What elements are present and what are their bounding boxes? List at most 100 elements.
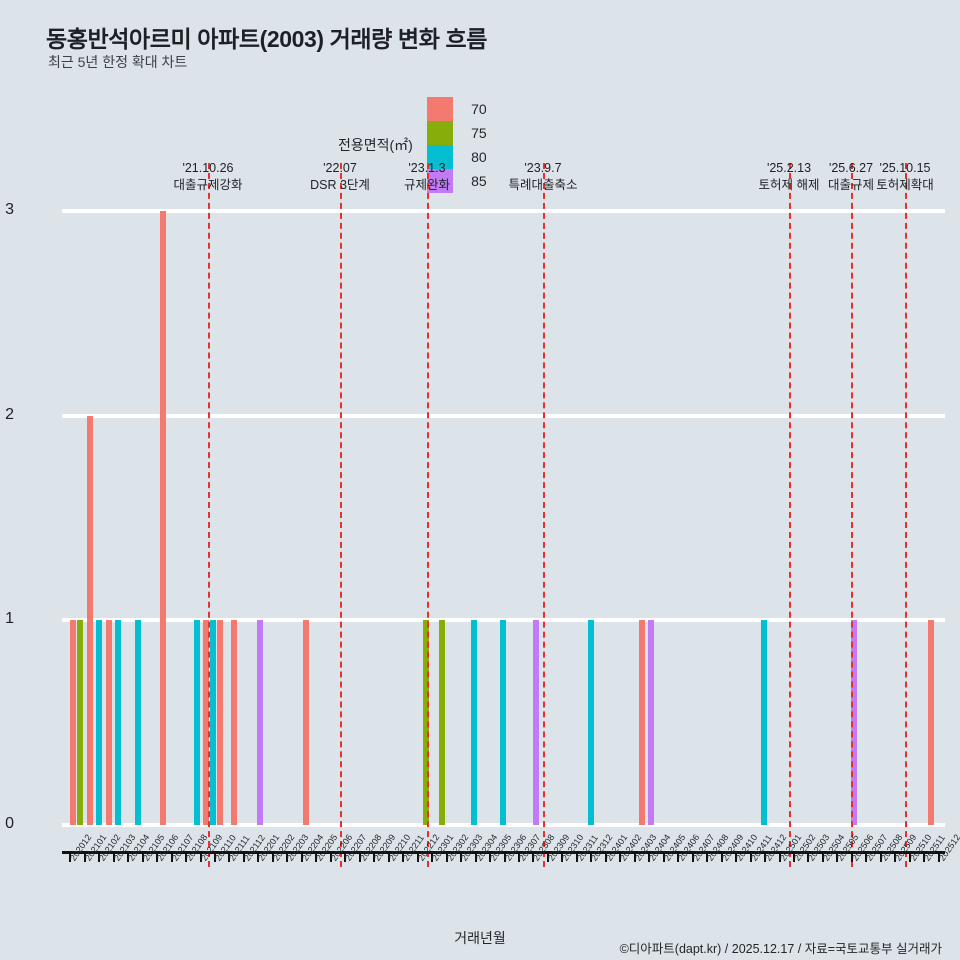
event-text: 규제완화 — [403, 178, 450, 192]
gridline-2 — [62, 413, 945, 418]
event-line — [340, 163, 342, 867]
x-tick-mark — [778, 851, 781, 862]
x-tick-mark — [271, 851, 274, 862]
x-tick-mark — [286, 851, 289, 862]
x-tick-mark — [460, 851, 463, 862]
bar[interactable] — [135, 620, 141, 825]
x-tick-mark — [387, 851, 390, 862]
event-text: 토허제확대 — [876, 178, 934, 192]
y-tick-label: 2 — [5, 405, 14, 423]
y-tick-label: 0 — [5, 815, 14, 832]
bar[interactable] — [77, 620, 83, 825]
legend-label: 80 — [471, 149, 487, 165]
legend-swatch-icon — [426, 97, 453, 121]
event-line — [905, 163, 907, 867]
bar[interactable] — [471, 620, 477, 825]
bar[interactable] — [639, 620, 645, 825]
legend-items: 70 75 80 85 — [426, 97, 505, 193]
bar[interactable] — [231, 620, 237, 825]
event-date: '25.10.15 — [879, 161, 931, 175]
x-tick-mark — [315, 851, 318, 862]
x-tick-mark — [850, 851, 853, 862]
x-tick-mark — [575, 851, 578, 862]
bar[interactable] — [257, 620, 263, 825]
x-tick-mark — [633, 851, 636, 862]
legend-item-70[interactable]: 70 — [426, 97, 505, 121]
x-tick-mark — [691, 851, 694, 862]
x-tick-mark — [517, 851, 520, 862]
x-tick-mark — [821, 851, 824, 862]
x-axis-label: 거래년월 — [454, 930, 506, 946]
x-tick-mark — [619, 851, 622, 862]
chart-legend: 전용면적(㎡) 70 75 80 85 — [338, 97, 505, 193]
x-tick-mark — [793, 851, 795, 862]
bar[interactable] — [851, 620, 857, 825]
x-tick-mark — [141, 851, 144, 862]
legend-title: 전용면적(㎡) — [338, 137, 413, 153]
x-tick-mark — [170, 851, 173, 862]
y-tick-label: 1 — [5, 610, 14, 628]
event-text: 대출규제강화 — [173, 178, 243, 192]
x-tick-mark — [112, 851, 115, 862]
x-tick-mark — [590, 851, 593, 862]
bar[interactable] — [194, 620, 200, 825]
footer-credit: ©디아파트(dapt.kr) / 2025.12.17 / 자료=국토교통부 실… — [619, 942, 942, 956]
event-text: 토허제 해제 — [758, 178, 820, 192]
bar[interactable] — [533, 620, 539, 825]
x-tick-mark — [300, 851, 303, 862]
event-line — [789, 163, 791, 867]
x-tick-mark — [662, 851, 665, 862]
bar[interactable] — [303, 620, 309, 825]
x-tick-mark — [648, 851, 651, 862]
x-tick-mark — [127, 851, 130, 862]
x-tick-mark — [677, 851, 680, 862]
bar[interactable] — [761, 620, 767, 825]
x-tick-mark — [373, 851, 376, 862]
bar[interactable] — [210, 620, 216, 825]
legend-item-85[interactable]: 85 — [426, 169, 505, 193]
event-date: '23.9.7 — [524, 161, 562, 175]
event-text: DSR 3단계 — [310, 178, 370, 192]
legend-swatch-icon — [426, 145, 453, 169]
gridline-0 — [62, 823, 945, 827]
x-tick-mark — [83, 851, 86, 862]
page-subtitle: 최근 5년 한정 확대 차트 — [48, 54, 188, 70]
bar[interactable] — [500, 620, 506, 825]
x-tick-mark — [807, 851, 810, 862]
legend-item-75[interactable]: 75 — [426, 121, 505, 145]
x-tick-mark — [764, 851, 767, 862]
x-tick-mark — [358, 851, 361, 862]
bar[interactable] — [423, 620, 429, 825]
x-tick-mark — [344, 851, 347, 862]
bar[interactable] — [160, 211, 166, 825]
event-date: '23.1.3 — [408, 161, 446, 175]
x-tick-mark — [228, 851, 231, 862]
event-annotation: '21.10.26 대출규제강화 — [138, 160, 278, 194]
y-tick-label: 3 — [5, 201, 14, 218]
bar[interactable] — [217, 620, 223, 825]
bar[interactable] — [203, 620, 209, 825]
legend-label: 75 — [471, 125, 487, 141]
event-annotation: '22.07 DSR 3단계 — [270, 160, 410, 194]
bar[interactable] — [87, 415, 93, 825]
bar[interactable] — [106, 620, 112, 825]
gridline-3 — [62, 209, 945, 213]
bar[interactable] — [70, 620, 76, 825]
bar[interactable] — [928, 620, 934, 825]
event-date: '25.6.27 — [828, 161, 874, 175]
event-text: 특례대출축소 — [508, 178, 578, 192]
x-tick-mark — [199, 851, 202, 862]
x-tick-mark — [908, 851, 911, 862]
x-tick-mark — [865, 851, 868, 862]
x-tick-mark — [532, 851, 535, 862]
x-tick-mark — [706, 851, 709, 862]
bar[interactable] — [439, 620, 445, 825]
bar[interactable] — [96, 620, 102, 825]
x-tick-mark — [69, 851, 72, 862]
x-tick-mark — [98, 851, 101, 862]
bar[interactable] — [648, 620, 654, 825]
legend-item-80[interactable]: 80 — [426, 145, 505, 169]
x-tick-mark — [546, 851, 549, 862]
bar[interactable] — [588, 620, 594, 825]
bar[interactable] — [115, 620, 121, 825]
